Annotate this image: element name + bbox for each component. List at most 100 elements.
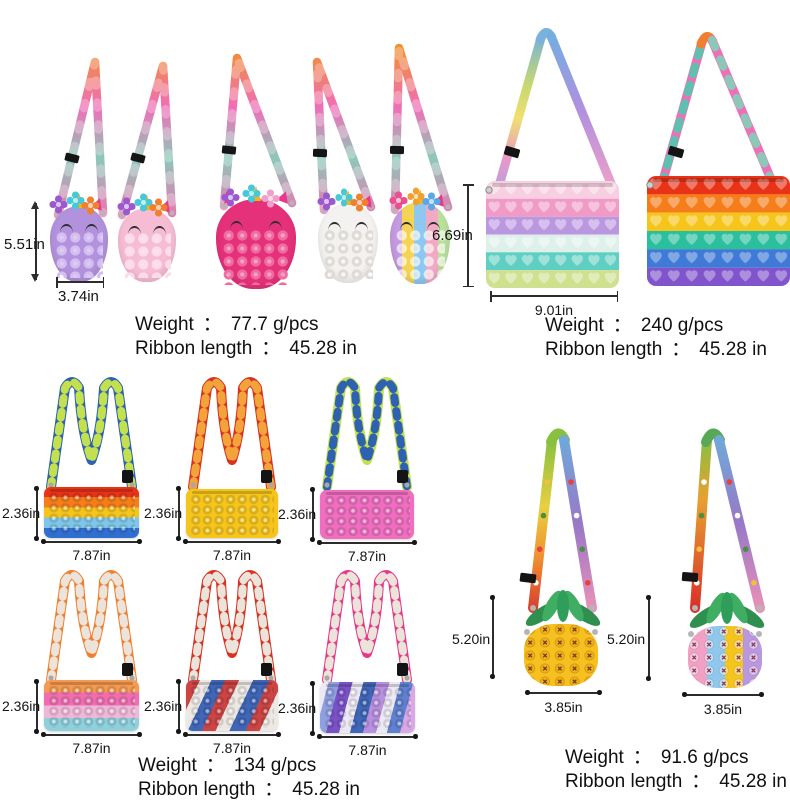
- weight-label: Weight: [135, 314, 194, 335]
- ribbon-value: 45.28 in: [289, 337, 357, 359]
- strap-unicorn-5: [389, 43, 453, 215]
- flower-icon: [227, 194, 234, 201]
- dimension-label: 7.87in: [72, 740, 111, 756]
- flower-icon: [72, 197, 79, 204]
- zipper: [492, 183, 613, 187]
- strap-buckle: [64, 152, 80, 164]
- strap-wallet-3: [322, 377, 412, 492]
- ruler-width: [490, 291, 618, 300]
- ruler-height: [176, 486, 181, 541]
- wallet-bag-red-tiedye: [186, 680, 278, 731]
- pineapple-straps: [519, 428, 765, 613]
- unicorn-bag-pink: [118, 195, 176, 282]
- closed-eye: [127, 225, 141, 235]
- unicorn-horn: [142, 195, 152, 210]
- flower-icon: [412, 193, 420, 200]
- flower-icon: [340, 194, 348, 201]
- dimension-label: 7.87in: [348, 742, 387, 758]
- flower-icon: [248, 190, 255, 197]
- weight-label: Weight: [138, 755, 197, 776]
- flower-icon: [155, 204, 162, 211]
- closed-eye: [400, 221, 414, 231]
- flower-icon: [87, 202, 94, 209]
- pineapple-bag-multicolor: [688, 592, 765, 688]
- wallet-bag-pastel: [44, 680, 139, 731]
- unicorn-straps: [53, 43, 453, 220]
- dimension-label: 2.36in: [278, 700, 317, 716]
- weight-label: Weight: [565, 747, 624, 768]
- closed-eye: [354, 222, 368, 231]
- weight-value: 134 g/pcs: [233, 755, 317, 776]
- dimension-label: 9.01in: [534, 302, 574, 318]
- spec-text-pouches: Weight： 240 g/pcs Ribbon length： 45.28 in: [545, 314, 767, 361]
- ruler-height: [463, 184, 472, 287]
- strap-buckle: [122, 663, 133, 676]
- strap-buckle: [221, 145, 237, 155]
- dimension-label: 2.36in: [144, 505, 183, 521]
- pouch-pastel: [485, 181, 619, 288]
- unicorn-horn: [251, 186, 261, 201]
- flower-icon: [395, 197, 402, 204]
- ruler-height: [310, 681, 315, 736]
- strap-wallet-2: [188, 377, 276, 492]
- strap-buckle: [261, 663, 272, 676]
- dimension-label: 7.87in: [72, 547, 111, 563]
- ribbon-line: Ribbon length ： 45.28 in: [545, 338, 767, 362]
- ribbon-value: 45.28 in: [292, 778, 360, 800]
- dimension-label: 3.85in: [703, 701, 743, 717]
- flower-icon: [356, 199, 363, 206]
- section-wallet-bags: 2.36in 7.87in 2.36in 7.87in 2.36in 7.87i…: [0, 370, 470, 811]
- closed-eye: [229, 220, 243, 230]
- closed-eye: [269, 220, 283, 230]
- zipper: [653, 178, 784, 182]
- ribbon-label: Ribbon length: [138, 778, 256, 800]
- ribbon-value: 45.28 in: [699, 338, 767, 360]
- strap-buckle: [519, 572, 537, 584]
- unicorn-bag-rainbow: [390, 189, 450, 284]
- flower-icon: [428, 198, 435, 205]
- colon: ：: [691, 770, 711, 792]
- pouch-rainbow: [646, 176, 790, 286]
- spec-text-unicorn: Weight： 77.7 g/pcs Ribbon length： 45.28 in: [135, 313, 357, 360]
- colon: ：: [261, 337, 281, 359]
- unicorn-bag-rose: [216, 186, 296, 289]
- flower-icon: [140, 199, 147, 206]
- strap-buckle: [130, 152, 146, 164]
- spec-text-pineapples: Weight： 91.6 g/pcs Ribbon length： 45.28 in: [565, 746, 787, 793]
- ribbon-line: Ribbon length ： 45.28 in: [138, 778, 360, 802]
- ruler-height: [32, 201, 39, 282]
- weight-label: Weight: [545, 315, 604, 336]
- pineapple-leaves: [525, 590, 601, 626]
- flower-icon: [323, 198, 330, 205]
- weight-line: Weight ： 240 g/pcs: [545, 314, 767, 338]
- ribbon-line: Ribbon length ： 45.28 in: [135, 337, 357, 361]
- ribbon-value: 45.28 in: [719, 770, 787, 792]
- weight-line: Weight ： 91.6 g/pcs: [565, 746, 787, 770]
- ribbon-label: Ribbon length: [135, 337, 253, 359]
- unicorn-horn: [415, 189, 425, 204]
- strap-buckle: [389, 145, 405, 155]
- pineapple-bag-yellow: [524, 590, 601, 686]
- weight-value: 91.6 g/pcs: [660, 747, 749, 768]
- wallet-straps: [46, 377, 412, 685]
- strap-pouch-right: [657, 32, 778, 189]
- dimension-label: 5.20in: [452, 631, 491, 647]
- strap-pouch-left: [494, 28, 617, 191]
- dimension-label: 5.51in: [4, 236, 45, 253]
- strap-pineapple-left: [519, 428, 597, 613]
- ruler-width: [41, 732, 142, 737]
- colon: ：: [632, 747, 652, 768]
- ruler-width: [317, 734, 418, 739]
- weight-value: 240 g/pcs: [640, 315, 724, 336]
- colon: ：: [202, 314, 222, 335]
- unicorn-horn: [74, 193, 84, 208]
- strap-unicorn-2: [117, 61, 177, 220]
- ruler-width: [183, 732, 281, 737]
- spec-text-wallets: Weight： 134 g/pcs Ribbon length： 45.28 in: [138, 754, 360, 801]
- closed-eye: [85, 224, 99, 233]
- wallet-bag-purple-tiedye: [320, 682, 415, 733]
- unicorn-bag-white: [318, 190, 378, 283]
- dimension-label: 2.36in: [278, 506, 317, 522]
- flower-icon: [267, 195, 274, 202]
- ruler-height: [490, 595, 495, 679]
